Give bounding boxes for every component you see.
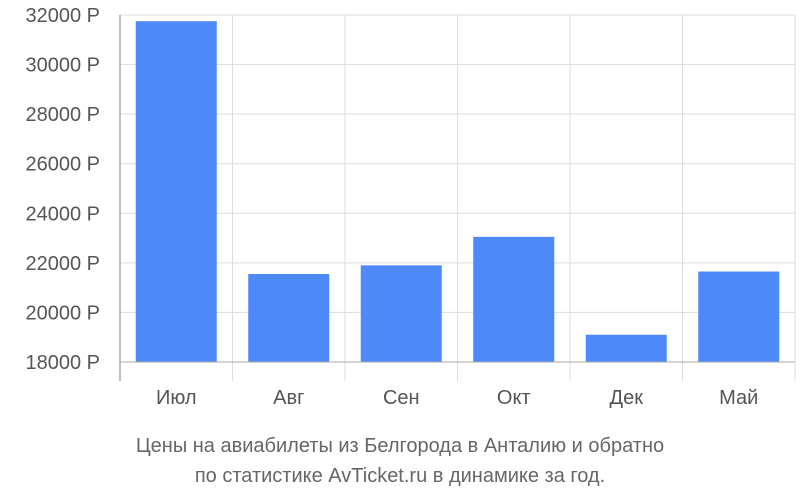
x-tick-label: Июл [156,387,197,409]
y-tick-label: 26000 Р [25,154,100,176]
bar-Окт [473,236,555,362]
x-tick-labels: Июл Авг Сен Окт Дек Май [156,387,758,409]
y-tick-label: 18000 Р [25,352,100,374]
grid-lines [120,14,796,381]
y-tick-labels: 18000 Р 20000 Р 22000 Р 24000 Р 26000 Р 28000… [25,5,100,374]
x-tick-label: Дек [610,387,644,409]
bar-Дек [585,334,667,362]
y-tick-label: 30000 Р [25,55,100,77]
bars [135,21,780,362]
x-tick-label: Сен [383,387,420,409]
y-tick-label: 24000 Р [25,203,100,225]
y-tick-label: 20000 Р [25,302,100,324]
bar-Сен [360,265,442,362]
y-tick-label: 32000 Р [25,5,100,27]
x-tick-label: Май [719,387,758,409]
axes [119,15,795,381]
bar-Май [698,271,780,362]
bar-Июл [135,21,217,362]
chart-caption-line-1: Цены на авиабилеты из Белгорода в Антали… [135,435,665,457]
bar-Авг [248,274,330,362]
y-tick-label: 22000 Р [25,253,100,275]
chart-caption-line-2: по статистике AvTicket.ru в динамике за … [194,465,606,487]
x-tick-label: Окт [497,387,531,409]
x-tick-label: Авг [273,387,304,409]
y-tick-label: 28000 Р [25,104,100,126]
